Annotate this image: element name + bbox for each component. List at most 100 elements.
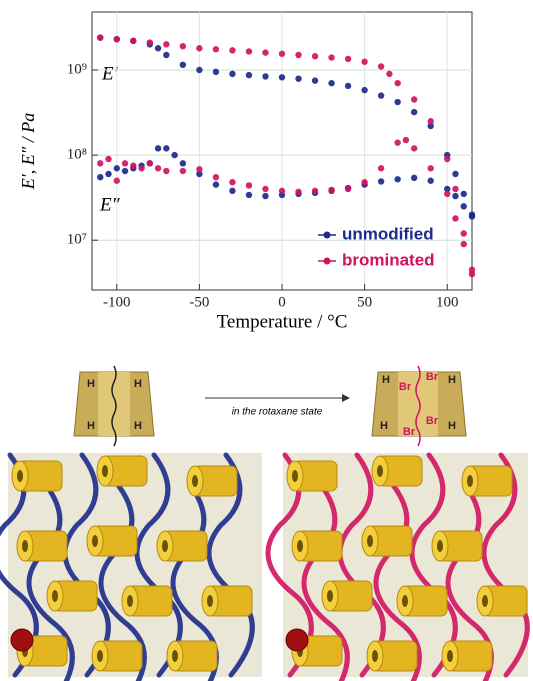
data-point [114, 178, 120, 184]
atom-label: H [380, 420, 388, 432]
data-point [138, 165, 144, 171]
data-point [427, 165, 433, 171]
atom-label: H [87, 378, 95, 390]
stopper [286, 629, 308, 651]
x-tick-label: 100 [436, 294, 459, 310]
data-point [196, 166, 202, 172]
data-point [361, 87, 367, 93]
ring-hole [162, 540, 168, 552]
data-point [295, 52, 301, 58]
data-point [394, 176, 400, 182]
data-point [155, 45, 161, 51]
atom-label: Br [426, 415, 439, 427]
data-point [461, 241, 467, 247]
data-point [361, 59, 367, 65]
data-point [114, 165, 120, 171]
data-point [312, 77, 318, 83]
data-point [246, 72, 252, 78]
data-point [163, 145, 169, 151]
x-tick-label: 50 [357, 294, 372, 310]
atom-label: H [448, 420, 456, 432]
data-point [246, 48, 252, 54]
atom-label: H [382, 374, 390, 386]
figure: Temperature / °C E′, E″ / Pa E′ E″ in th… [0, 0, 533, 681]
atom-label: H [134, 420, 142, 432]
data-point [444, 156, 450, 162]
ring-hole [327, 590, 333, 602]
data-point [279, 51, 285, 57]
legend-marker [324, 258, 331, 265]
ring-hole [367, 535, 373, 547]
data-point [155, 145, 161, 151]
data-point [378, 92, 384, 98]
annotation: E″ [99, 194, 121, 215]
data-point [461, 191, 467, 197]
data-point [180, 62, 186, 68]
atom-label: Br [426, 371, 439, 383]
data-point [122, 160, 128, 166]
atom-label: Br [403, 426, 416, 438]
data-point [411, 145, 417, 151]
data-point [130, 163, 136, 169]
data-point [444, 191, 450, 197]
data-point [163, 168, 169, 174]
data-point [378, 165, 384, 171]
ring-hole [127, 595, 133, 607]
data-point [180, 43, 186, 49]
data-point [122, 168, 128, 174]
x-tick-label: 0 [278, 294, 286, 310]
data-point [279, 188, 285, 194]
data-point [213, 181, 219, 187]
y-axis-label: E′, E″ / Pa [18, 113, 38, 190]
ring-hole [402, 595, 408, 607]
data-point [452, 193, 458, 199]
data-point [97, 160, 103, 166]
data-point [394, 80, 400, 86]
data-point [246, 192, 252, 198]
x-axis-label: Temperature / °C [217, 311, 348, 332]
data-point [452, 186, 458, 192]
data-point [461, 230, 467, 236]
ring-hole [377, 465, 383, 477]
data-point [279, 74, 285, 80]
data-point [97, 34, 103, 40]
data-point [196, 45, 202, 51]
annotation: E′ [101, 63, 119, 84]
x-tick-label: -100 [103, 294, 131, 310]
data-point [213, 46, 219, 52]
ring-hole [372, 650, 378, 662]
x-tick-label: -50 [189, 294, 209, 310]
ring-hole [447, 650, 453, 662]
ring-hole [17, 470, 23, 482]
y-tick-label: 10⁷ [67, 232, 87, 248]
data-point [97, 174, 103, 180]
data-point [345, 83, 351, 89]
data-point [229, 47, 235, 53]
ring-hole [292, 470, 298, 482]
stopper [11, 629, 33, 651]
data-point [312, 188, 318, 194]
ring-hole [437, 540, 443, 552]
legend-label: brominated [342, 250, 435, 269]
data-point [180, 168, 186, 174]
data-point [147, 160, 153, 166]
y-tick-label: 10⁸ [67, 147, 87, 163]
data-point [262, 186, 268, 192]
data-point [452, 171, 458, 177]
arrow-label: in the rotaxane state [232, 407, 323, 418]
ring-hole [172, 650, 178, 662]
data-point [262, 193, 268, 199]
data-point [180, 160, 186, 166]
data-point [403, 137, 409, 143]
data-point [378, 63, 384, 69]
legend-marker [324, 232, 331, 239]
legend-label: unmodified [342, 224, 434, 243]
data-point [295, 75, 301, 81]
data-point [130, 38, 136, 44]
data-point [213, 69, 219, 75]
data-point [229, 188, 235, 194]
data-point [114, 36, 120, 42]
data-point [295, 189, 301, 195]
atom-label: H [87, 420, 95, 432]
data-point [411, 109, 417, 115]
